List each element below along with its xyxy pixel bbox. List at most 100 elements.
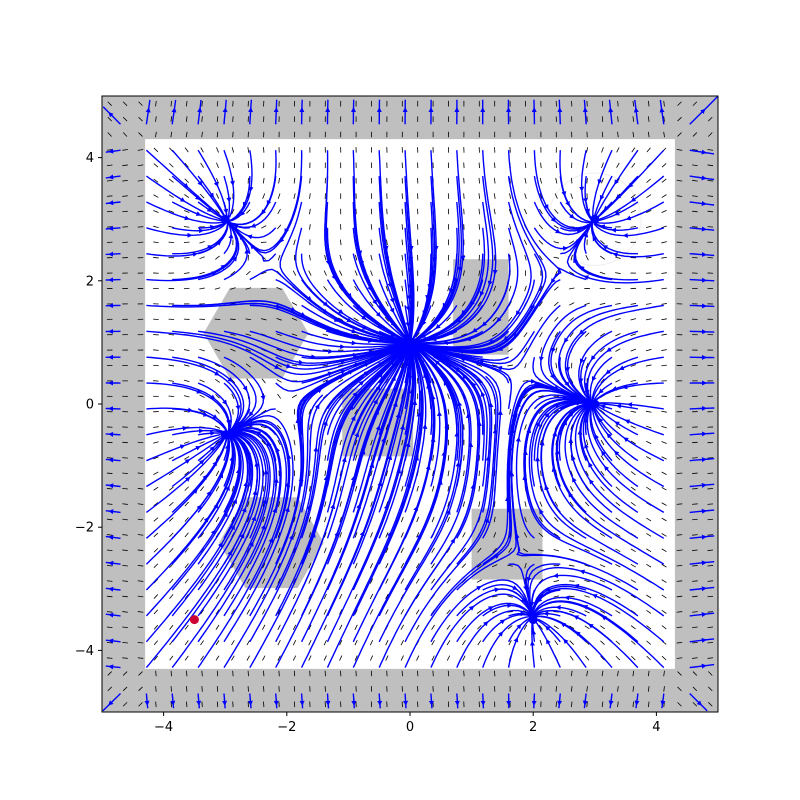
quiver-arrow [661,287,667,290]
quiver-arrow [417,301,419,307]
quiver-arrow [539,485,543,492]
quiver-arrow [278,177,280,184]
quiver-arrow [153,178,159,183]
quiver-arrow [568,595,575,598]
streamline-arrow [699,201,707,206]
quiver-arrow [339,501,342,507]
quiver-arrow [339,640,343,646]
quiver-arrow [308,532,312,538]
quiver-arrow [615,303,621,305]
quiver-arrow [676,210,683,213]
quiver-arrow [369,640,374,646]
quiver-arrow [261,440,266,445]
streamline-arrow [622,384,630,390]
streamline-arrow [549,372,555,380]
quiver-arrow [463,455,465,461]
quiver-arrow [309,254,311,261]
y-tick-label: 2 [86,274,94,289]
quiver-arrow [231,485,235,492]
quiver-arrow [339,532,343,538]
quiver-arrow [492,332,498,337]
quiver-arrow [493,532,497,538]
quiver-arrow [216,116,219,122]
streamline-arrow [546,638,551,646]
quiver-arrow [323,624,327,630]
quiver-arrow [184,517,189,522]
quiver-arrow [432,455,434,461]
quiver-arrow [630,348,637,352]
quiver-arrow [493,516,496,523]
quiver-arrow [184,532,189,538]
quiver-arrow [122,487,128,490]
streamline-arrow [275,446,281,455]
quiver-arrow [168,471,174,476]
quiver-arrow [446,547,451,553]
quiver-arrow [630,640,636,645]
quiver-arrow [707,149,714,151]
quiver-arrow [553,409,559,414]
quiver-arrow [707,210,714,213]
quiver-arrow [447,516,450,523]
quiver-arrow [308,640,312,646]
quiver-arrow [707,565,714,567]
point-layer [189,214,600,625]
streamline-arrow [306,504,312,512]
quiver-arrow [309,424,311,430]
quiver-arrow [646,655,651,661]
quiver-arrow [630,579,636,583]
streamline-arrow [360,314,367,320]
quiver-arrow [584,302,590,306]
quiver-arrow [615,502,621,507]
streamline-arrow [515,436,521,444]
quiver-arrow [339,239,342,246]
quiver-arrow [339,562,343,569]
quiver-arrow [524,285,527,292]
quiver-arrow [354,409,358,415]
quiver-arrow [507,611,513,613]
x-tick-label: 2 [529,720,537,735]
quiver-arrow [262,563,266,569]
quiver-arrow [630,440,636,445]
quiver-arrow [354,562,358,569]
quiver-arrow [692,686,698,692]
quiver-arrow [677,702,682,707]
quiver-arrow [630,333,637,336]
quiver-arrow [308,624,312,630]
quiver-arrow [153,241,159,244]
streamline-arrow [392,401,398,409]
quiver-arrow [291,333,298,336]
quiver-arrow [308,408,312,415]
quiver-arrow [478,208,481,215]
quiver-arrow [400,640,404,646]
quiver-arrow [523,409,528,415]
quiver-arrow [260,271,267,275]
streamline-arrow [389,306,395,314]
quiver-arrow [615,533,621,537]
quiver-arrow [600,655,605,661]
quiver-arrow [401,285,404,292]
quiver-arrow [215,378,220,383]
quiver-arrow [153,426,159,428]
quiver-arrow [231,563,235,569]
quiver-arrow [276,318,282,321]
quiver-arrow [401,254,404,261]
quiver-arrow [630,379,637,382]
quiver-arrow [676,179,683,182]
quiver-arrow [324,532,327,538]
streamline-arrow [453,275,459,283]
quiver-arrow [308,270,312,276]
streamline-arrow [479,289,485,297]
quiver-arrow [276,379,282,383]
quiver-arrow [571,701,573,708]
quiver-arrow [539,639,543,646]
quiver-arrow [231,655,235,661]
streamline-arrow [389,296,395,304]
quiver-arrow [647,116,650,122]
streamline-arrow [492,587,500,593]
quiver-arrow [478,270,481,276]
streamline-arrow [514,533,520,541]
streamline-arrow [205,245,213,250]
quiver-arrow [462,285,466,292]
quiver-arrow [400,563,404,569]
